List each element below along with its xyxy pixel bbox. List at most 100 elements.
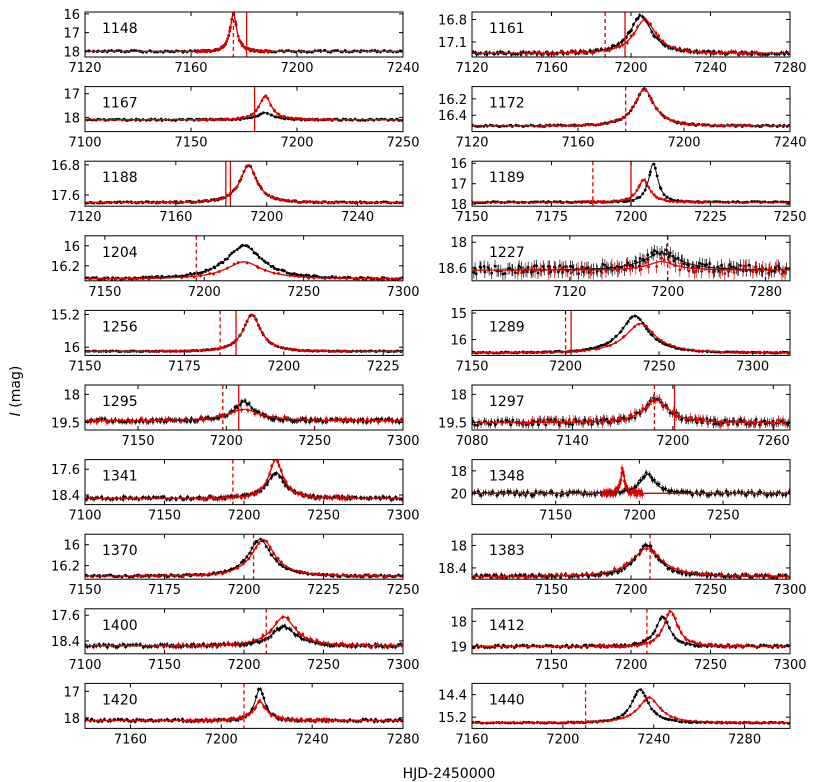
data-point-red: [801, 351, 804, 354]
data-point: [537, 423, 541, 427]
panel-1148: 7120 7160 7200 7240 16 17 18 1148: [63, 8, 419, 76]
y-tick-label: 17: [63, 27, 80, 42]
model-curve-red: [85, 313, 403, 352]
data-point: [483, 270, 487, 274]
data-point-red: [687, 269, 691, 273]
x-tick-label: 7100: [68, 136, 101, 151]
data-point-red: [51, 278, 54, 281]
y-tick-label: 19.5: [51, 417, 80, 432]
model-curve-red: [472, 322, 790, 354]
data-point-red: [547, 272, 551, 275]
data-point: [653, 249, 656, 253]
data-point-red: [644, 261, 648, 264]
x-tick-label: 7250: [386, 136, 419, 151]
data-point: [511, 418, 515, 422]
x-tick-label: 7300: [736, 359, 769, 374]
data-point-red: [140, 417, 144, 421]
data-point-red: [694, 269, 698, 273]
y-tick-label: 16.2: [51, 260, 80, 275]
model-curve-red: [85, 95, 403, 121]
model-curve-red: [472, 18, 790, 54]
data-point: [582, 270, 586, 274]
data-point: [558, 264, 562, 268]
model-curve-red: [85, 12, 403, 53]
data-point: [556, 270, 560, 274]
x-tick-label: 7160: [174, 61, 207, 76]
y-tick-label: 18.6: [438, 262, 467, 277]
data-point: [486, 266, 490, 269]
data-point: [361, 420, 365, 424]
data-point-red: [95, 420, 99, 424]
panel-1227: 7120 7200 7280 18 18.6 1227: [438, 235, 810, 300]
data-point-red: [253, 412, 257, 416]
y-tick-label: 18: [63, 111, 80, 126]
model-curve-red: [85, 408, 403, 422]
data-point: [308, 420, 312, 424]
panel-frame: [84, 11, 404, 58]
data-point-red: [783, 271, 787, 275]
data-point: [137, 420, 141, 424]
plot-area: [472, 12, 790, 57]
data-point-red: [436, 278, 439, 281]
event-label: 1227: [489, 245, 525, 261]
plot-area: [472, 385, 790, 430]
data-point: [571, 265, 574, 269]
model-curve-red: [472, 260, 790, 271]
data-point: [141, 420, 145, 424]
event-label: 1256: [102, 319, 138, 335]
data-point: [472, 419, 475, 423]
data-point: [601, 262, 605, 266]
data-point-red: [662, 258, 666, 262]
x-tick-label: 7150: [68, 359, 101, 374]
x-tick-label: 7175: [535, 210, 568, 225]
data-point: [485, 53, 489, 56]
event-label: 1189: [489, 170, 525, 186]
data-point-red: [58, 278, 61, 281]
x-tick-label: 7200: [280, 136, 313, 151]
data-point: [503, 272, 507, 275]
panel-frame: [84, 384, 404, 431]
data-point: [321, 420, 325, 424]
data-point: [544, 423, 548, 427]
data-point-red: [700, 269, 703, 273]
data-point: [536, 271, 540, 275]
y-tick-label: 16: [450, 157, 467, 172]
y-tick-label: 16.2: [438, 93, 467, 108]
panel-1189: 7150 7175 7200 7225 7250 16 17 18 1189: [450, 157, 806, 225]
data-point-red: [797, 269, 800, 272]
x-tick-label: 7250: [287, 285, 320, 300]
y-tick-label: 16.8: [438, 14, 467, 29]
y-tick-label: 17.1: [438, 36, 467, 51]
data-point: [739, 264, 742, 267]
panel-frame: [84, 160, 404, 207]
panel-1188: 7120 7160 7200 7240 16.8 17.6 1188: [51, 159, 404, 225]
y-tick-label: 16.8: [51, 159, 80, 174]
data-point-red: [707, 269, 711, 273]
event-label: 1295: [102, 394, 138, 410]
y-tick-label: 16: [63, 341, 80, 356]
data-point: [603, 263, 607, 267]
data-point-red: [403, 276, 406, 279]
data-point-red: [105, 421, 109, 424]
data-point: [626, 261, 630, 265]
x-tick-label: 7120: [455, 136, 488, 151]
plot-area: [85, 161, 403, 207]
data-point: [493, 264, 497, 268]
data-point-red: [411, 418, 414, 421]
data-point: [490, 271, 494, 275]
data-point: [650, 251, 654, 255]
data-point-red: [807, 268, 810, 271]
data-point: [732, 265, 736, 269]
x-tick-label: 7300: [386, 434, 419, 449]
y-tick-label: 17.6: [51, 189, 80, 204]
data-point-red: [600, 271, 604, 275]
y-tick-label: 15: [450, 307, 467, 322]
data-point-red: [592, 271, 595, 275]
data-point-red: [524, 53, 528, 56]
data-point-red: [791, 351, 794, 354]
data-point: [488, 423, 492, 426]
data-point-red: [588, 270, 592, 274]
data-point: [521, 50, 525, 54]
x-tick-label: 7160: [159, 210, 192, 225]
data-point: [111, 420, 115, 424]
